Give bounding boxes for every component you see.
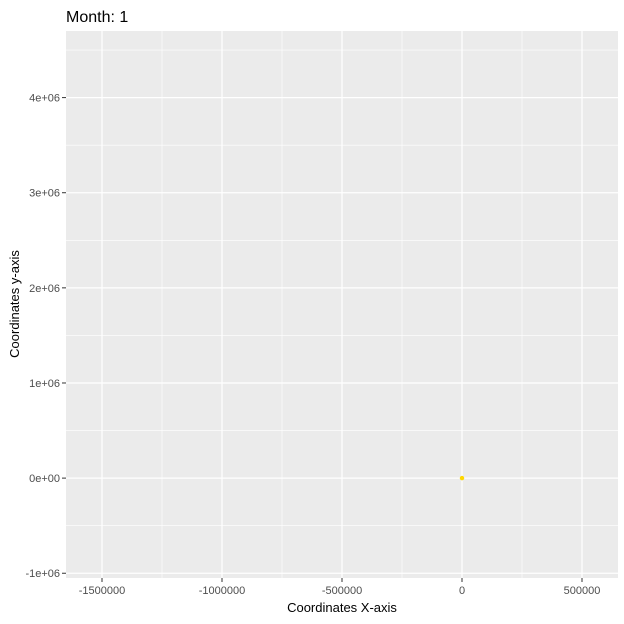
y-axis-ticks: -1e+06 0e+00 1e+06 2e+06 3e+06 4e+06	[25, 93, 66, 580]
x-tick-label: 0	[459, 585, 465, 597]
data-points	[459, 475, 465, 481]
x-tick-label: -1000000	[199, 585, 246, 597]
data-point	[459, 475, 465, 481]
y-tick-label: 3e+06	[29, 188, 60, 200]
x-axis-ticks: -1500000 -1000000 -500000 0 500000	[79, 578, 601, 597]
x-axis-title: Coordinates X-axis	[287, 600, 397, 615]
y-tick-label: 4e+06	[29, 93, 60, 105]
y-tick-label: 1e+06	[29, 378, 60, 390]
x-tick-label: -1500000	[79, 585, 126, 597]
x-tick-label: 500000	[564, 585, 601, 597]
major-gridlines	[66, 31, 618, 578]
x-tick-label: -500000	[322, 585, 362, 597]
y-tick-label: 2e+06	[29, 283, 60, 295]
y-tick-label: -1e+06	[25, 568, 60, 580]
y-axis-title: Coordinates y-axis	[7, 250, 22, 358]
chart-title: Month: 1	[66, 9, 128, 26]
y-tick-label: 0e+00	[29, 473, 60, 485]
